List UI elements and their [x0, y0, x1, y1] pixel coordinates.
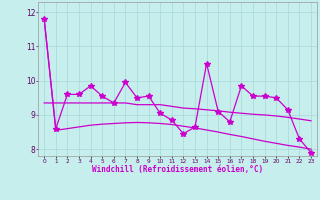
X-axis label: Windchill (Refroidissement éolien,°C): Windchill (Refroidissement éolien,°C): [92, 165, 263, 174]
